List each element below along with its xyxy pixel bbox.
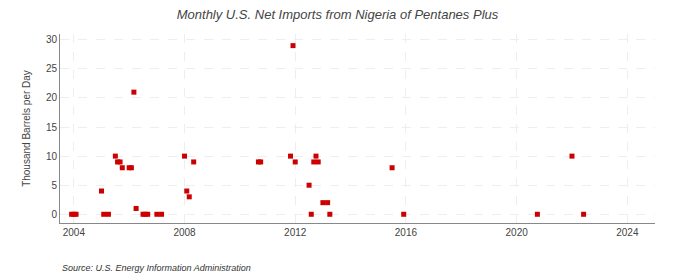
svg-text:25: 25 [46,63,58,74]
svg-text:15: 15 [46,122,58,133]
svg-text:20: 20 [46,92,58,103]
svg-text:Monthly U.S. Net Imports from: Monthly U.S. Net Imports from Nigeria of… [177,7,499,22]
svg-text:0: 0 [51,209,57,220]
svg-text:Thousand Barrels per Day: Thousand Barrels per Day [21,70,32,187]
svg-text:2008: 2008 [173,227,196,238]
svg-text:2024: 2024 [616,227,639,238]
svg-text:2012: 2012 [284,227,307,238]
svg-text:30: 30 [46,34,58,45]
svg-text:2004: 2004 [63,227,86,238]
svg-text:Source: U.S. Energy Informatio: Source: U.S. Energy Information Administ… [62,263,251,273]
svg-text:2016: 2016 [395,227,418,238]
svg-text:5: 5 [51,180,57,191]
svg-text:10: 10 [46,151,58,162]
svg-text:2020: 2020 [506,227,529,238]
